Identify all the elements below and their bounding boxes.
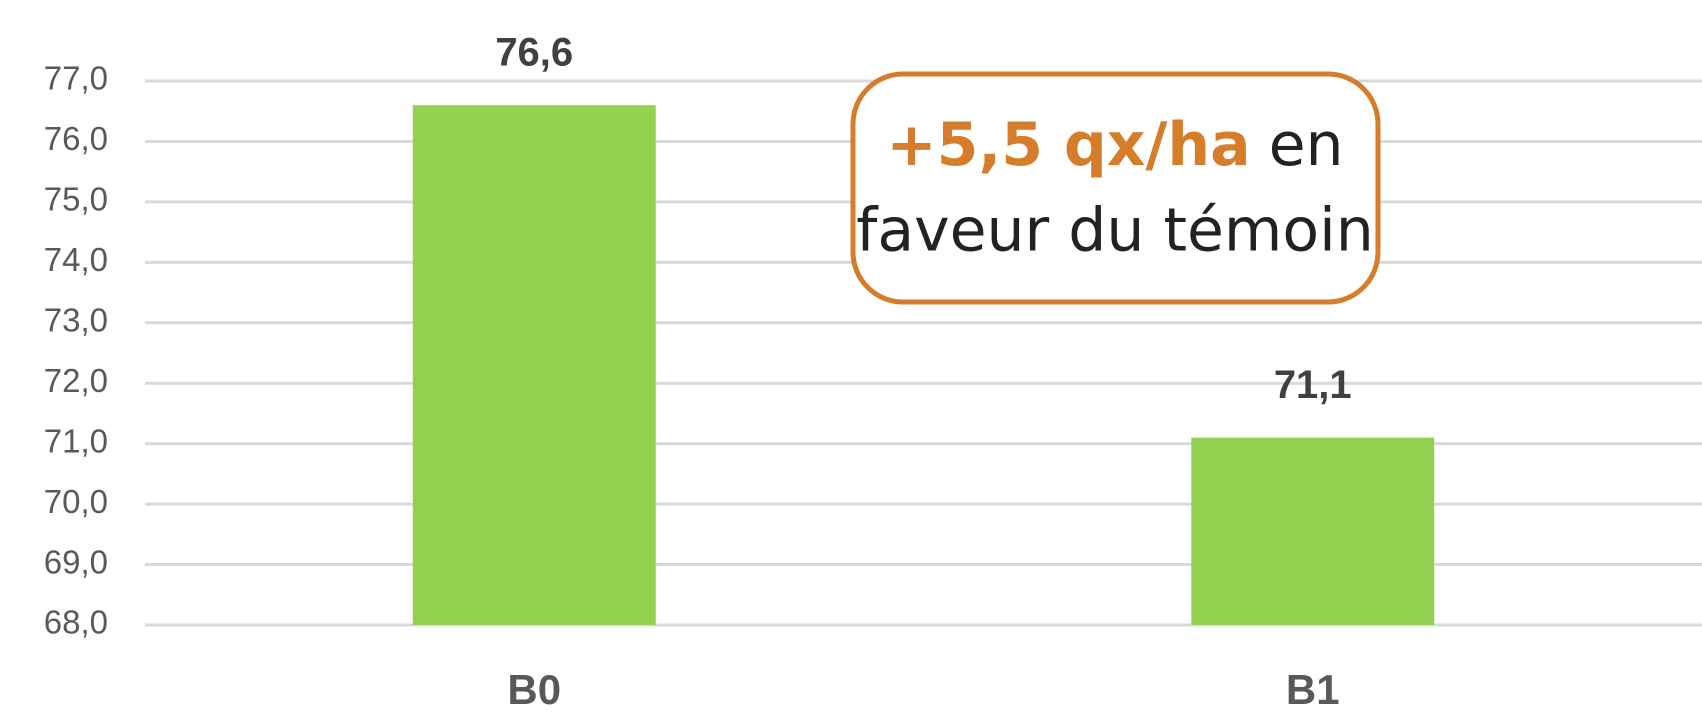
annotation-highlight: +5,5 qx/ha xyxy=(886,110,1250,180)
y-tick-label: 68,0 xyxy=(44,604,108,641)
bar xyxy=(1191,437,1435,625)
bar xyxy=(412,105,656,625)
data-label: 71,1 xyxy=(1274,363,1352,407)
annotation-line-1: +5,5 qx/ha en xyxy=(886,110,1343,180)
annotation-text: en xyxy=(1269,110,1344,180)
annotation-box xyxy=(850,71,1381,305)
y-tick-label: 69,0 xyxy=(44,543,108,580)
y-tick-label: 71,0 xyxy=(44,422,108,459)
y-tick-label: 74,0 xyxy=(44,241,108,278)
x-tick-label: B1 xyxy=(1286,666,1340,713)
y-tick-label: 73,0 xyxy=(44,301,108,338)
data-label: 76,6 xyxy=(495,31,573,75)
x-tick-label: B0 xyxy=(507,666,561,713)
y-tick-label: 72,0 xyxy=(44,362,108,399)
annotation-line-2: faveur du témoin xyxy=(856,196,1374,266)
y-tick-label: 70,0 xyxy=(44,483,108,520)
y-tick-label: 76,0 xyxy=(44,120,108,157)
y-tick-label: 77,0 xyxy=(44,60,108,97)
y-tick-label: 75,0 xyxy=(44,181,108,218)
